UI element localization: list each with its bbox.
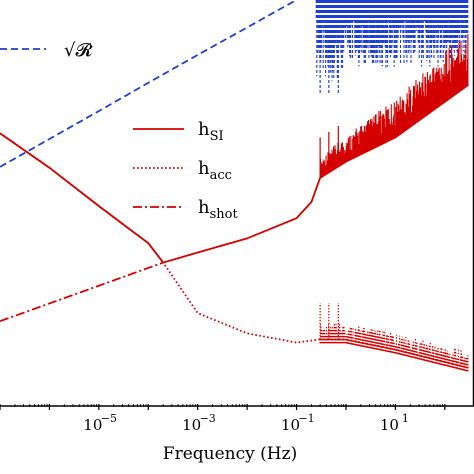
plot-area bbox=[0, 0, 469, 372]
x-tick-label: 10 bbox=[380, 416, 399, 434]
x-tick-exponent: 1 bbox=[402, 412, 409, 425]
series-line-hacc bbox=[0, 132, 469, 369]
legend-label-sqrtR: √𝓡 bbox=[64, 40, 92, 61]
x-tick-exponent: −1 bbox=[298, 412, 314, 425]
series-oscillation-hacc bbox=[319, 323, 469, 372]
legend-label-hshot: hshot bbox=[198, 197, 238, 222]
legend-label-hacc: hacc bbox=[198, 158, 232, 183]
x-tick-label: 10 bbox=[182, 416, 201, 434]
legend-center: hSI hacc hshot bbox=[133, 119, 238, 222]
legend-label-hSI: hSI bbox=[198, 119, 224, 144]
legend-top-left: √𝓡 bbox=[0, 40, 92, 61]
x-axis-title: Frequency (Hz) bbox=[163, 444, 297, 464]
x-tick-label: 10 bbox=[83, 416, 102, 434]
x-tick-exponent: −3 bbox=[200, 412, 216, 425]
series-line-sqrtR bbox=[0, 0, 297, 168]
series-line-hshot bbox=[0, 261, 164, 323]
x-tick-label: 10 bbox=[281, 416, 300, 434]
x-axis-ticks: 10−5 10−3 10−1 10 1 bbox=[0, 404, 446, 434]
series-oscillation-sqrtR bbox=[315, 0, 469, 81]
x-tick-exponent: −5 bbox=[101, 412, 117, 425]
